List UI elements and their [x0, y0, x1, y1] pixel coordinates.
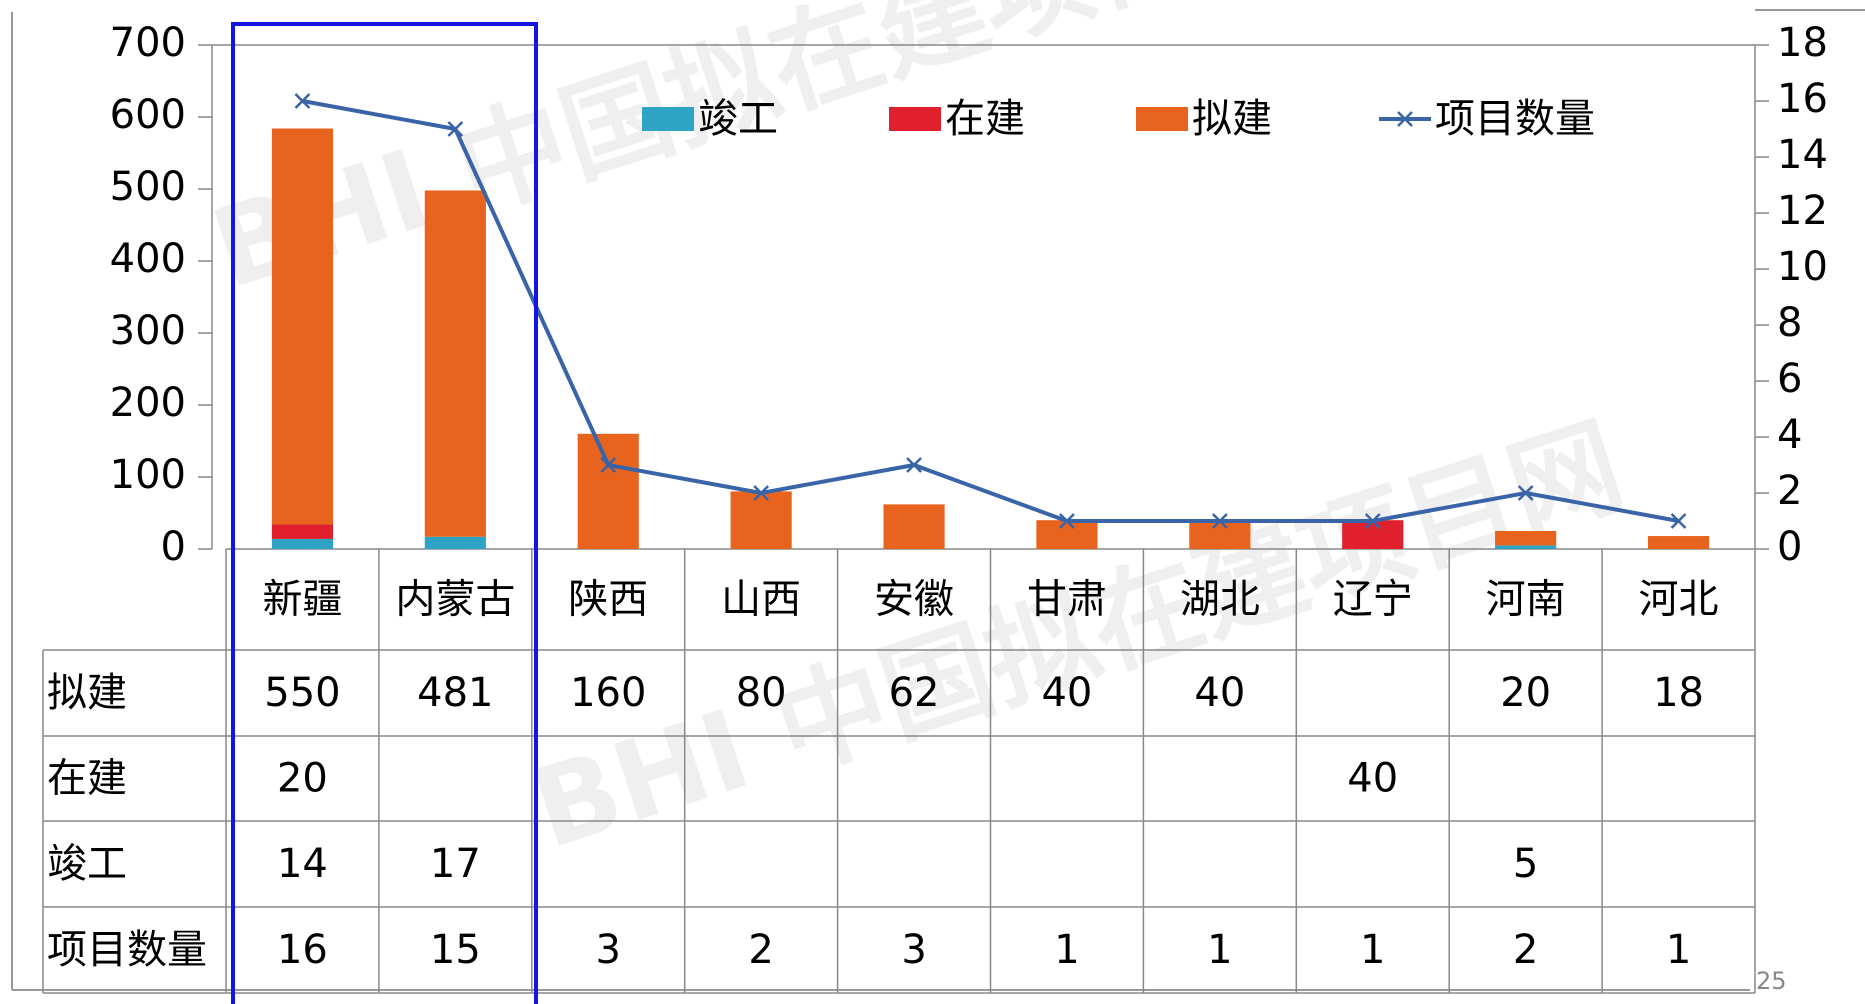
highlight-box: [231, 22, 538, 1004]
y-tick-label: 700: [110, 20, 186, 66]
bar-segment: [883, 504, 945, 549]
bar-segment: [1189, 520, 1251, 549]
category-label: 河北: [1639, 577, 1719, 623]
y2-tick-label: 2: [1777, 468, 1802, 514]
table-cell: 16: [277, 927, 328, 973]
bar-segment: [271, 128, 334, 525]
y-tick-label: 500: [110, 164, 186, 210]
table-cell: 1: [1054, 927, 1079, 973]
legend-label: 在建: [945, 96, 1025, 142]
y2-tick-label: 0: [1777, 524, 1802, 570]
legend-swatch: [642, 107, 694, 131]
bar-segment: [730, 491, 792, 549]
table-cell: 40: [1041, 670, 1092, 716]
category-label: 内蒙古: [395, 577, 515, 623]
bar-segment: [577, 433, 639, 549]
y2-tick-label: 16: [1777, 76, 1828, 122]
category-label: 山西: [721, 577, 801, 623]
table-cell: 160: [570, 670, 646, 716]
category-label: 湖北: [1180, 577, 1260, 623]
table-cell: 20: [1500, 670, 1551, 716]
category-label: 辽宁: [1333, 577, 1413, 623]
table-cell: 481: [417, 670, 493, 716]
category-label: 陕西: [568, 577, 648, 623]
legend-label: 拟建: [1192, 96, 1272, 142]
line-marker: [1059, 513, 1075, 529]
table-cell: 3: [901, 927, 926, 973]
table-cell: 2: [748, 927, 773, 973]
y-tick-label: 0: [161, 524, 186, 570]
legend-marker: [1397, 111, 1413, 127]
table-cell: 1: [1666, 927, 1691, 973]
bar-segment: [271, 524, 334, 539]
table-cell: 80: [736, 670, 787, 716]
line-marker: [294, 93, 311, 109]
table-cell: 20: [277, 756, 328, 802]
y2-tick-label: 12: [1777, 188, 1828, 234]
watermark: BHI 中国拟在建项目网: [198, 0, 1317, 314]
y-tick-label: 400: [110, 236, 186, 282]
table-cell: 1: [1360, 927, 1385, 973]
line-marker: [753, 485, 770, 501]
bar-segment: [1647, 536, 1710, 549]
table-cell: 550: [264, 670, 340, 716]
line-marker: [906, 457, 922, 473]
y-tick-label: 100: [110, 452, 186, 498]
line-marker: [1670, 513, 1687, 529]
watermark: BHI 中国拟在建项目网: [518, 401, 1637, 874]
category-label: 新疆: [262, 577, 342, 623]
table-cell: 40: [1194, 670, 1245, 716]
y2-tick-label: 18: [1777, 20, 1828, 66]
line-marker: [600, 457, 617, 473]
bar-segment: [1036, 520, 1098, 549]
bar-segment: [424, 190, 486, 537]
page-number: 25: [1756, 967, 1787, 995]
legend-swatch: [889, 107, 941, 131]
line-marker: [1364, 513, 1381, 529]
table-cell: 40: [1347, 756, 1398, 802]
bar-segment: [1342, 520, 1404, 549]
y-tick-label: 200: [110, 380, 186, 426]
table-cell: 3: [596, 927, 621, 973]
category-label: 河南: [1486, 577, 1566, 623]
table-cell: 2: [1513, 927, 1538, 973]
y2-tick-label: 8: [1777, 300, 1802, 346]
line-marker: [1517, 485, 1534, 501]
table-cell: 62: [889, 670, 940, 716]
row-label: 在建: [47, 756, 127, 802]
table-cell: 17: [430, 841, 481, 887]
row-label: 拟建: [47, 670, 127, 716]
bar-segment: [1495, 545, 1557, 549]
y2-tick-label: 14: [1777, 132, 1828, 178]
legend-swatch: [1136, 107, 1188, 131]
watermark-layer: BHI 中国拟在建项目网 BHI 中国拟在建项目网: [198, 0, 1637, 874]
table-cell: 1: [1207, 927, 1232, 973]
row-label: 项目数量: [47, 927, 207, 973]
table-cell: 15: [430, 927, 481, 973]
bar-segment: [1495, 531, 1557, 546]
table-cell: 18: [1653, 670, 1704, 716]
table-cell: 5: [1513, 841, 1538, 887]
y2-tick-label: 10: [1777, 244, 1828, 290]
bar-segment: [271, 538, 334, 549]
y2-tick-label: 4: [1777, 412, 1802, 458]
legend-label: 竣工: [698, 96, 778, 142]
line-series: [302, 99, 1679, 523]
line-marker: [1211, 513, 1228, 529]
y2-tick-label: 6: [1777, 356, 1802, 402]
row-label: 竣工: [47, 841, 127, 887]
line-marker: [447, 121, 464, 137]
category-label: 甘肃: [1027, 577, 1107, 623]
category-label: 安徽: [874, 577, 954, 623]
bar-segment: [424, 536, 486, 549]
y-tick-label: 300: [110, 308, 186, 354]
table-cell: 14: [277, 841, 328, 887]
legend-label: 项目数量: [1435, 96, 1595, 142]
y-tick-label: 600: [110, 92, 186, 138]
